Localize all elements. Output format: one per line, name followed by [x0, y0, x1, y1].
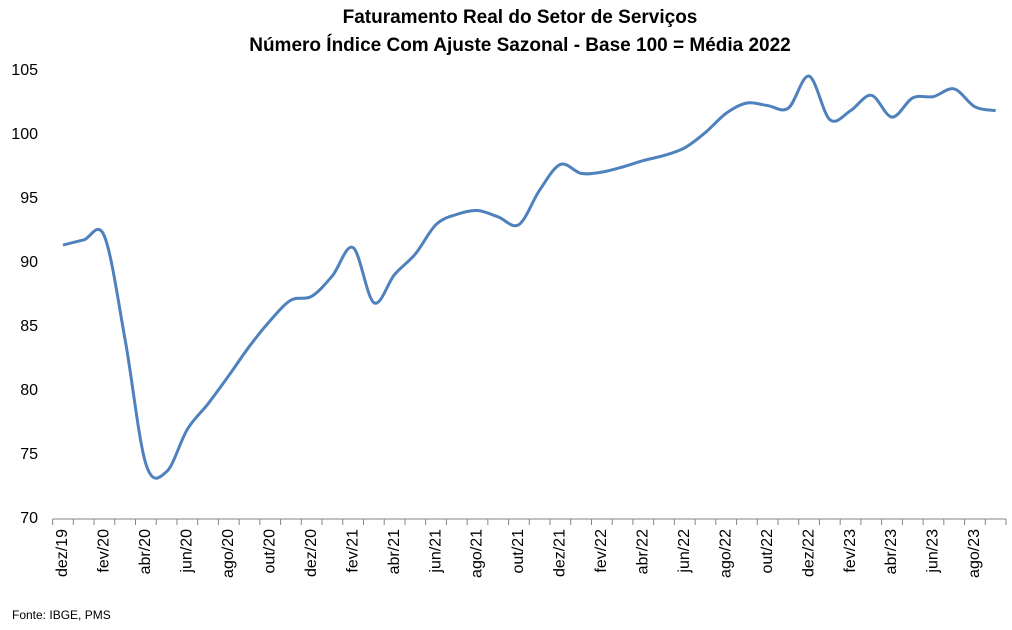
y-tick-label: 90	[20, 254, 38, 271]
x-tick-label: out/22	[759, 529, 776, 574]
chart-subtitle: Número Índice Com Ajuste Sazonal - Base …	[249, 34, 791, 56]
x-tick-label: jun/20	[179, 529, 196, 574]
x-tick-label: ago/22	[717, 529, 734, 578]
x-tick-label: ago/21	[469, 529, 486, 578]
series-line	[62, 74, 996, 480]
x-tick-label: jun/23	[925, 529, 942, 574]
x-tick-label: abr/20	[137, 529, 154, 574]
x-tick-label: jun/22	[676, 529, 693, 574]
x-tick-label: abr/21	[386, 529, 403, 574]
x-tick-label: fev/21	[344, 529, 361, 573]
x-tick-label: fev/22	[593, 529, 610, 573]
y-tick-label: 75	[20, 446, 38, 463]
y-tick-label: 95	[20, 190, 38, 207]
x-tick-label: jun/21	[427, 529, 444, 574]
x-tick-label: ago/20	[220, 529, 237, 578]
x-tick-label: abr/22	[635, 529, 652, 574]
source: Fonte: IBGE, PMS	[12, 608, 111, 622]
x-tick-label: ago/23	[966, 529, 983, 578]
y-tick-label: 105	[11, 62, 38, 79]
chart-title: Faturamento Real do Setor de Serviços	[343, 7, 698, 28]
y-tick-label: 80	[20, 382, 38, 399]
x-tick-label: out/20	[261, 529, 278, 574]
x-tick-label: fev/20	[96, 529, 113, 573]
x-tick-label: dez/22	[800, 529, 817, 577]
x-tick-label: dez/21	[552, 529, 569, 577]
y-tick-label: 85	[20, 318, 38, 335]
y-tick-label: 100	[11, 126, 38, 143]
x-tick-label: fev/23	[842, 529, 859, 573]
x-tick-label: out/21	[510, 529, 527, 574]
x-tick-label: dez/19	[54, 529, 71, 577]
x-tick-label: dez/20	[303, 529, 320, 577]
x-tick-label: abr/23	[883, 529, 900, 574]
y-tick-label: 70	[20, 510, 38, 527]
